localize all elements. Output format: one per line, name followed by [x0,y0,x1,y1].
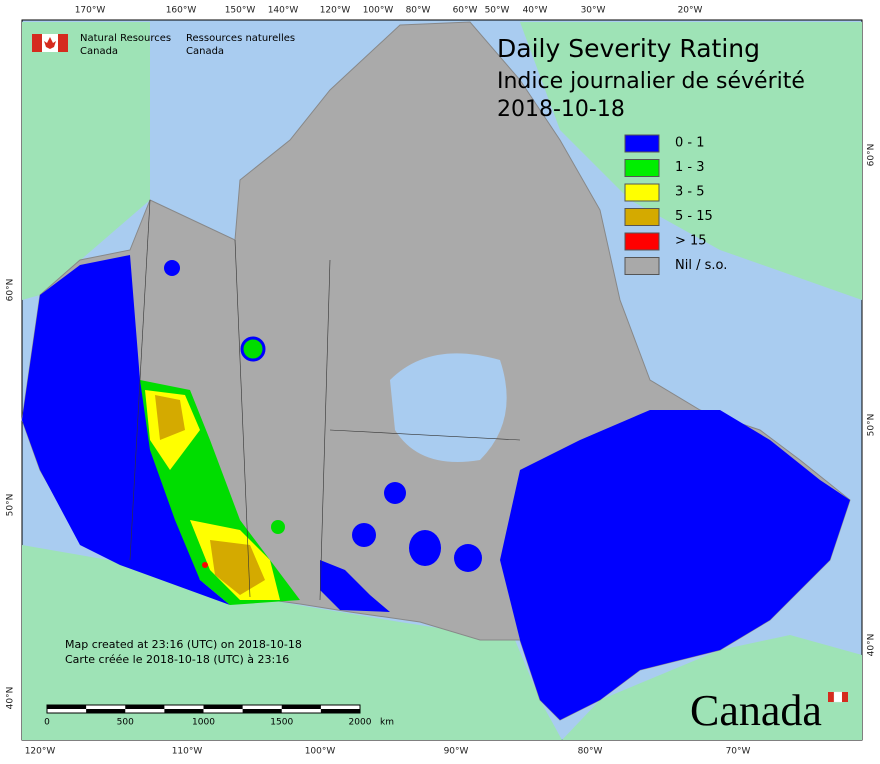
lon-label: 80°W [578,747,603,757]
lon-label: 170°W [75,6,106,16]
legend-swatch [624,159,660,177]
scale-bar: 0 500 1000 1500 2000 km [44,704,394,728]
created-fr: Carte créée le 2018-10-18 (UTC) à 23:16 [65,653,289,666]
title-fr: Indice journalier de sévérité [497,69,805,94]
scale-tick-label: 2000 [349,718,372,728]
graticule [129,199,521,601]
legend-label: 1 - 3 [675,160,705,175]
scale-segment [203,705,243,709]
scale-segment [320,709,360,713]
legend-label: 5 - 15 [675,209,713,224]
legend-label: Nil / s.o. [675,258,727,273]
scale-tick-label: 1000 [192,718,215,728]
lon-label: 100°W [305,747,336,757]
lon-label: 60°W [453,6,478,16]
agency-en: Natural Resources [80,33,171,44]
title: Daily Severity Rating [497,34,760,63]
legend-swatch [624,183,660,202]
scale-tick-label: 500 [117,718,134,728]
lat-label: 60°N [867,144,877,167]
graticule-labels: 170°W 160°W 150°W 140°W 120°W 100°W 80°W 60°W 50… [6,6,877,757]
scale-tick-label: 1500 [270,718,293,728]
legend-swatch [624,134,660,153]
legend-swatch [624,232,660,251]
lon-label: 40°W [523,6,548,16]
agency-en: Canada [80,46,118,57]
scale-segment [281,705,321,709]
lat-label: 50°N [867,414,877,437]
agency-fr: Canada [186,46,224,57]
agency-fr: Ressources naturelles [186,33,295,44]
severity [22,255,850,720]
wordmark: Canada [690,686,848,735]
lon-label: 70°W [726,747,751,757]
lat-label: 40°N [6,687,16,710]
lon-label: 90°W [444,747,469,757]
lon-label: 80°W [406,6,431,16]
lon-label: 100°W [363,6,394,16]
scale-segment [86,709,126,713]
legend-swatch [624,208,660,226]
legend-label: 3 - 5 [675,185,705,200]
lon-label: 120°W [25,747,56,757]
scale-segment [125,705,165,709]
date: 2018-10-18 [497,97,625,122]
logo-nrcan: Natural Resources Canada Ressources natu… [32,33,295,57]
lon-label: 110°W [172,747,203,757]
lon-label: 140°W [268,6,299,16]
lat-label: 40°N [867,634,877,657]
lon-label: 160°W [166,6,197,16]
lat-label: 50°N [6,494,16,517]
lon-label: 30°W [581,6,606,16]
scale-segment [47,705,87,709]
lon-label: 150°W [225,6,256,16]
legend-label: > 15 [675,234,707,249]
scale-tick-label: 0 [44,718,50,728]
legend-swatch [624,257,660,275]
scale-segment [164,709,204,713]
created-en: Map created at 23:16 (UTC) on 2018-10-18 [65,638,302,651]
scale-segment [242,709,282,713]
legend: 0 - 1 1 - 3 3 - 5 5 - 15 > 15 Nil / s.o. [624,134,727,275]
legend-label: 0 - 1 [675,136,705,151]
lon-label: 20°W [678,6,703,16]
lon-label: 50°W [485,6,510,16]
lon-label: 120°W [320,6,351,16]
wordmark-text: Canada [690,686,822,735]
scale-unit: km [380,718,394,728]
lat-label: 60°N [6,279,16,302]
